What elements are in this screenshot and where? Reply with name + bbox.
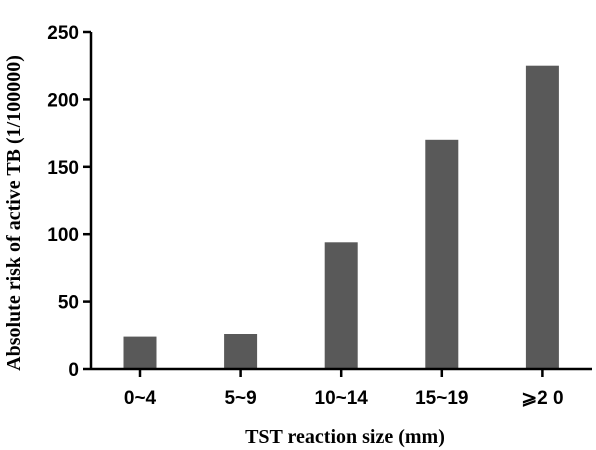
y-axis-title: Absolute risk of active TB (1/100000) (3, 55, 25, 371)
x-tick-label-2: 10~14 (315, 388, 369, 409)
x-tick-label-1: 5~9 (224, 388, 256, 409)
bar-4 (525, 65, 559, 369)
x-axis-ticks: 0~4 5~9 10~14 15~19 ⩾2 0 (124, 369, 564, 409)
y-tick-label-0: 0 (68, 360, 79, 381)
y-tick-label-1: 50 (58, 293, 79, 314)
x-axis-title: TST reaction size (mm) (245, 426, 445, 448)
y-axis-ticks: 0 50 100 150 200 250 (47, 23, 91, 381)
bar-3 (425, 139, 459, 369)
x-tick-label-3: 15~19 (415, 388, 468, 409)
y-tick-label-4: 200 (47, 90, 79, 111)
bar-2 (324, 242, 358, 369)
bars-group (123, 65, 559, 369)
x-tick-label-0: 0~4 (124, 388, 157, 409)
x-tick-label-4: ⩾2 0 (521, 388, 563, 409)
y-tick-label-2: 100 (47, 225, 79, 246)
bar-0 (123, 336, 157, 369)
bar-1 (224, 334, 258, 369)
y-tick-label-5: 250 (47, 23, 79, 44)
y-tick-label-3: 150 (47, 158, 79, 179)
